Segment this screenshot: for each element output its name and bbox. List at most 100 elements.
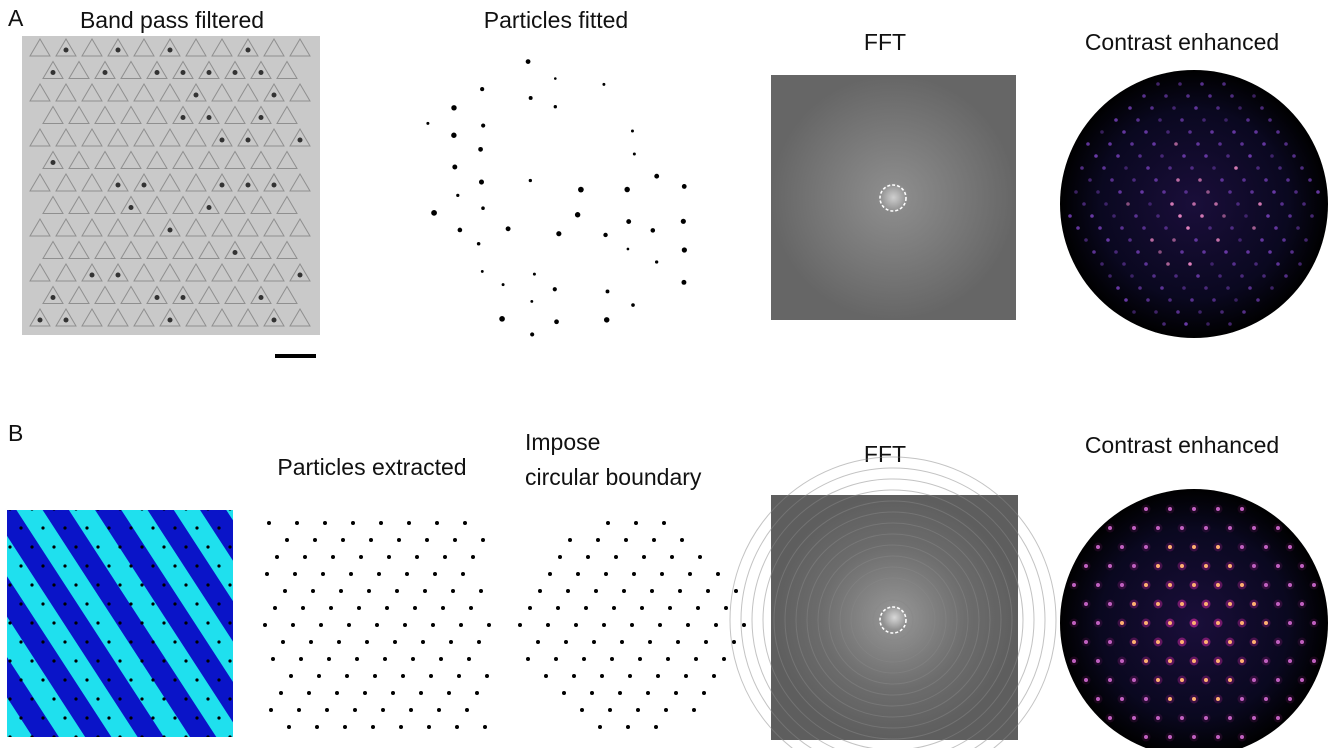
site	[162, 621, 165, 624]
particle	[477, 640, 481, 644]
particle	[465, 708, 469, 712]
site	[173, 526, 176, 529]
particle	[610, 657, 614, 661]
particle	[383, 657, 387, 661]
particle	[357, 606, 361, 610]
peak	[1250, 190, 1254, 194]
peak	[1120, 226, 1124, 230]
site	[74, 545, 77, 548]
particle	[631, 303, 635, 307]
peak	[1128, 106, 1132, 110]
particle	[447, 691, 451, 695]
particle	[439, 657, 443, 661]
peak	[1288, 545, 1292, 549]
panel-title: FFT	[864, 441, 906, 467]
peak	[1162, 190, 1166, 194]
peak	[1212, 166, 1216, 170]
site	[63, 602, 66, 605]
peak	[1276, 716, 1280, 720]
site	[129, 716, 132, 719]
peak	[1178, 214, 1182, 218]
peak	[1218, 142, 1222, 146]
particle	[339, 589, 343, 593]
particle	[391, 691, 395, 695]
particle	[636, 708, 640, 712]
peak	[1164, 94, 1168, 98]
site	[217, 678, 220, 681]
peak	[1252, 564, 1256, 568]
peak	[1216, 583, 1220, 587]
peak	[1282, 238, 1286, 242]
site	[184, 507, 187, 510]
site	[41, 526, 44, 529]
particle	[307, 691, 311, 695]
peak	[1172, 238, 1176, 242]
peak	[1198, 178, 1202, 182]
peak	[1110, 178, 1114, 182]
peak	[1266, 214, 1270, 218]
peak	[1142, 226, 1146, 230]
peak	[1216, 621, 1220, 625]
particle	[405, 572, 409, 576]
peak	[1264, 583, 1268, 587]
particle	[295, 521, 299, 525]
peak	[1204, 286, 1208, 290]
peak	[1252, 94, 1256, 98]
site	[107, 640, 110, 643]
site	[96, 735, 99, 738]
site	[19, 526, 22, 529]
particle	[666, 657, 670, 661]
site	[151, 526, 154, 529]
peak	[1270, 286, 1274, 290]
peak	[1240, 142, 1244, 146]
particle	[631, 130, 634, 133]
peak	[1178, 82, 1182, 86]
particle	[680, 538, 684, 542]
peak	[1116, 154, 1120, 158]
peak	[1104, 202, 1108, 206]
particle	[526, 59, 531, 64]
peak	[1132, 526, 1136, 530]
particle	[459, 623, 463, 627]
particle	[654, 725, 658, 729]
peak	[1132, 640, 1136, 644]
particle	[544, 674, 548, 678]
site	[228, 545, 231, 548]
peak	[1270, 154, 1274, 158]
site	[74, 583, 77, 586]
peak	[1268, 250, 1272, 254]
site	[19, 602, 22, 605]
particle	[646, 691, 650, 695]
site	[85, 602, 88, 605]
particle	[431, 210, 437, 216]
texture-spot	[220, 138, 225, 143]
texture-spot	[116, 48, 121, 53]
particle	[602, 83, 605, 86]
site	[140, 545, 143, 548]
texture-spot	[116, 273, 121, 278]
peak	[1146, 298, 1150, 302]
particle	[426, 122, 429, 125]
particle	[443, 555, 447, 559]
peak	[1310, 214, 1314, 218]
particle	[553, 287, 557, 291]
particle	[528, 606, 532, 610]
peak	[1176, 310, 1180, 314]
peak	[1142, 94, 1146, 98]
peak	[1208, 94, 1212, 98]
peak	[1262, 142, 1266, 146]
particle	[478, 147, 483, 152]
peak	[1238, 238, 1242, 242]
peak	[1170, 202, 1174, 206]
particle	[742, 623, 746, 627]
peak	[1148, 202, 1152, 206]
peak	[1232, 130, 1236, 134]
site	[195, 678, 198, 681]
peak	[1096, 190, 1100, 194]
peak	[1204, 716, 1208, 720]
peak	[1182, 154, 1186, 158]
texture-spot	[51, 160, 56, 165]
site	[74, 507, 77, 510]
texture-spot	[64, 48, 69, 53]
particle	[458, 228, 463, 233]
